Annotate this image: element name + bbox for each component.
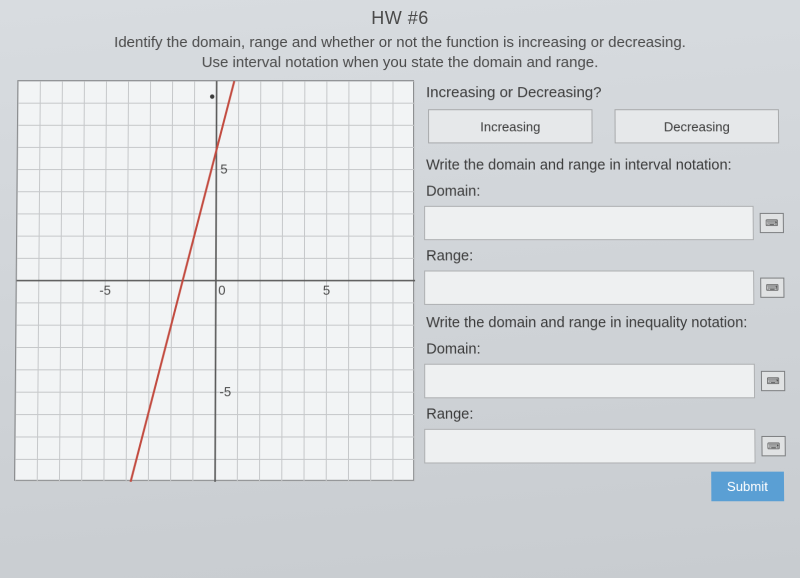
svg-text:-5: -5 xyxy=(219,384,231,399)
keyboard-icon[interactable]: ⌨ xyxy=(761,436,785,456)
range-interval-label: Range: xyxy=(426,248,784,264)
domain-interval-input[interactable] xyxy=(424,206,754,240)
svg-text:-5: -5 xyxy=(99,283,111,298)
domain-inequality-label: Domain: xyxy=(426,341,785,357)
svg-text:5: 5 xyxy=(323,283,330,298)
decreasing-button[interactable]: Decreasing xyxy=(615,109,780,143)
svg-text:0: 0 xyxy=(218,283,225,298)
svg-text:5: 5 xyxy=(220,162,227,177)
instruction-line-1: Identify the domain, range and whether o… xyxy=(114,34,686,51)
keyboard-icon[interactable]: ⌨ xyxy=(761,371,785,391)
range-inequality-label: Range: xyxy=(426,406,785,422)
interval-notation-prompt: Write the domain and range in interval n… xyxy=(426,157,783,173)
keyboard-icon[interactable]: ⌨ xyxy=(760,213,784,233)
submit-button[interactable]: Submit xyxy=(711,472,784,502)
range-inequality-input[interactable] xyxy=(424,429,755,464)
increasing-button[interactable]: Increasing xyxy=(428,109,593,143)
domain-inequality-input[interactable] xyxy=(424,364,755,399)
keyboard-icon[interactable]: ⌨ xyxy=(760,278,784,298)
instructions: Identify the domain, range and whether o… xyxy=(17,33,782,72)
instruction-line-2: Use interval notation when you state the… xyxy=(202,54,599,71)
range-interval-input[interactable] xyxy=(424,270,754,304)
page-title: HW #6 xyxy=(18,8,782,29)
function-graph: -5 0 5 -5 5 xyxy=(14,80,414,481)
domain-interval-label: Domain: xyxy=(426,184,784,200)
question-incdec: Increasing or Decreasing? xyxy=(426,84,783,101)
inequality-notation-prompt: Write the domain and range in inequality… xyxy=(426,315,785,331)
